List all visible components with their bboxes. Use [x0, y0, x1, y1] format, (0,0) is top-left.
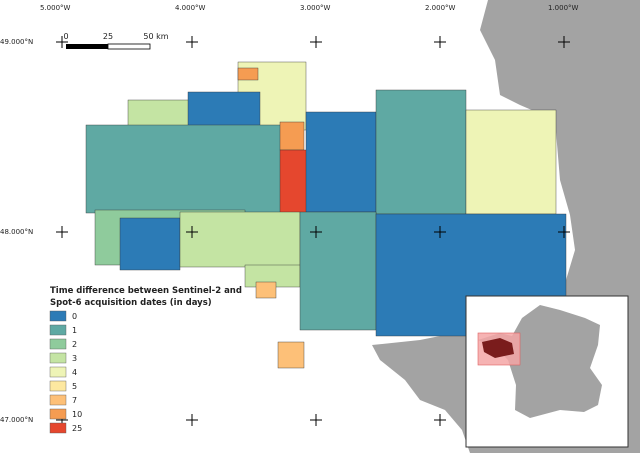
- region: [299, 211, 377, 331]
- lon-label: 3.000°W: [300, 4, 331, 12]
- legend-title: Spot-6 acquisition dates (in days): [50, 298, 212, 308]
- legend-label: 2: [72, 340, 77, 349]
- regions: [85, 61, 567, 369]
- legend-swatch: [49, 422, 67, 434]
- legend-title: Time difference between Sentinel-2 and: [50, 286, 242, 296]
- legend-swatch: [49, 380, 67, 392]
- lon-label: 5.000°W: [40, 4, 71, 12]
- lat-label: 47.000°N: [0, 416, 33, 424]
- legend-label: 7: [72, 396, 77, 405]
- lon-label: 2.000°W: [425, 4, 456, 12]
- scale-label: 50 km: [143, 32, 168, 41]
- graticule-crosses: [56, 36, 570, 426]
- region: [119, 217, 181, 271]
- region: [279, 121, 305, 151]
- legend-label: 10: [72, 410, 82, 419]
- legend-swatch: [49, 310, 67, 322]
- legend-swatch: [49, 352, 67, 364]
- legend-label: 1: [72, 326, 77, 335]
- inset: [465, 295, 629, 448]
- legend-label: 4: [72, 368, 77, 377]
- scale-label: 25: [103, 32, 113, 41]
- region: [279, 149, 309, 215]
- legend-label: 5: [72, 382, 77, 391]
- region: [375, 89, 467, 215]
- legend-label: 25: [72, 424, 82, 433]
- lat-label: 48.000°N: [0, 228, 33, 236]
- region: [85, 124, 283, 214]
- scale-label: 0: [63, 32, 68, 41]
- lon-label: 1.000°W: [548, 4, 579, 12]
- scale-bar: 0 25 50 km: [63, 32, 169, 50]
- legend-label: 3: [72, 354, 77, 363]
- lat-label: 49.000°N: [0, 38, 33, 46]
- region: [277, 341, 305, 369]
- region: [237, 67, 259, 81]
- region: [305, 111, 377, 213]
- region: [465, 109, 557, 215]
- region: [255, 281, 277, 299]
- legend-swatch: [49, 394, 67, 406]
- region: [179, 211, 301, 268]
- legend-label: 0: [72, 312, 77, 321]
- legend-swatch: [49, 324, 67, 336]
- lon-label: 4.000°W: [175, 4, 206, 12]
- legend-swatch: [49, 338, 67, 350]
- legend-swatch: [49, 366, 67, 378]
- legend: Time difference between Sentinel-2 and S…: [49, 286, 242, 434]
- legend-swatch: [49, 408, 67, 420]
